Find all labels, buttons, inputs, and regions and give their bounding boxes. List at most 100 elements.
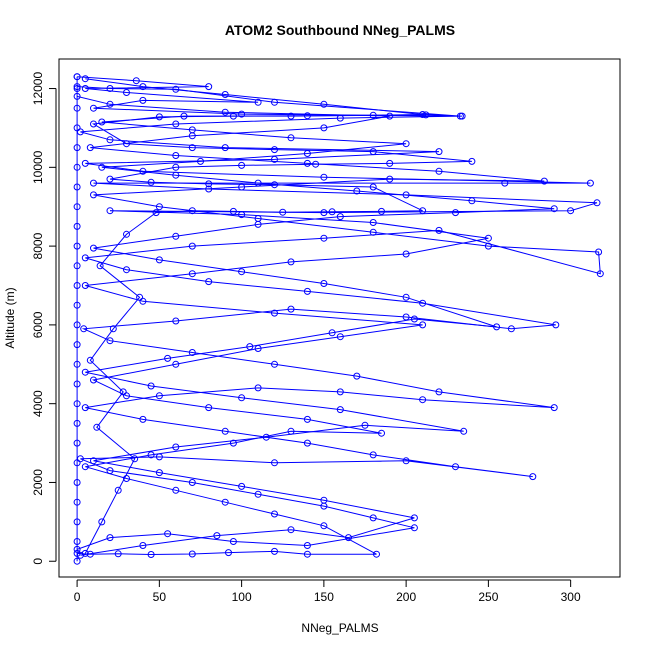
data-point — [81, 75, 89, 83]
data-point — [369, 514, 377, 522]
data-point — [320, 234, 328, 242]
data-point — [139, 415, 147, 423]
data-point — [188, 126, 196, 134]
data-point — [221, 108, 229, 116]
data-point — [303, 550, 311, 558]
data-point — [596, 270, 604, 278]
data-point — [271, 98, 278, 106]
data-point — [254, 98, 262, 106]
data-point — [155, 392, 163, 400]
data-point — [180, 112, 188, 120]
data-point — [213, 532, 221, 540]
data-point — [73, 203, 81, 211]
data-point — [136, 293, 144, 301]
series-line — [77, 86, 472, 554]
data-point — [586, 179, 594, 187]
data-point — [254, 490, 262, 498]
data-point — [279, 208, 287, 216]
data-point — [73, 282, 81, 289]
data-point — [152, 209, 160, 217]
data-point — [119, 388, 127, 396]
data-point — [328, 208, 336, 216]
data-point — [147, 178, 155, 186]
data-point — [336, 388, 344, 396]
data-point — [435, 226, 443, 234]
data-point — [73, 498, 81, 506]
data-point — [246, 343, 254, 351]
data-point — [132, 77, 140, 85]
x-tick-label: 250 — [478, 590, 498, 604]
data-point — [238, 482, 246, 490]
data-point — [73, 557, 81, 565]
data-point — [221, 427, 229, 435]
data-point — [73, 104, 81, 112]
data-point — [254, 384, 262, 392]
data-point — [353, 187, 361, 195]
data-point — [147, 382, 155, 390]
series-4 — [73, 73, 81, 565]
data-point — [320, 280, 328, 287]
data-point — [172, 163, 180, 171]
data-point — [287, 258, 295, 266]
data-point — [567, 207, 575, 215]
data-point — [378, 207, 385, 215]
data-point — [188, 479, 196, 486]
data-point — [452, 463, 459, 471]
data-point — [81, 254, 89, 262]
data-point — [205, 83, 213, 91]
data-point — [73, 538, 81, 545]
data-point — [373, 550, 380, 558]
data-point — [320, 124, 328, 132]
data-point — [73, 459, 81, 467]
data-point — [188, 270, 196, 278]
data-point — [369, 451, 377, 459]
data-point — [73, 380, 81, 388]
data-point — [73, 518, 81, 526]
data-point — [90, 457, 97, 465]
data-point — [320, 209, 328, 217]
series-layer — [73, 73, 604, 565]
data-point — [131, 455, 139, 463]
data-point — [303, 439, 311, 447]
data-point — [271, 459, 278, 467]
data-point — [98, 118, 106, 126]
data-point — [73, 222, 81, 230]
x-tick-label: 150 — [314, 590, 334, 604]
data-point — [155, 453, 163, 461]
data-point — [188, 144, 196, 152]
data-point — [452, 209, 459, 217]
data-point — [106, 534, 114, 542]
data-point — [106, 467, 114, 475]
y-tick-label: 10000 — [31, 150, 45, 184]
data-point — [155, 113, 163, 121]
data-point — [456, 112, 464, 120]
data-point — [123, 89, 130, 96]
data-point — [172, 232, 180, 240]
data-point — [81, 85, 89, 92]
data-point — [369, 148, 377, 156]
data-point — [73, 183, 81, 191]
data-point — [139, 83, 147, 91]
data-point — [303, 159, 311, 167]
data-point — [229, 439, 237, 447]
data-point — [106, 136, 114, 144]
data-point — [172, 360, 180, 368]
plot-area — [58, 58, 621, 578]
data-point — [254, 179, 262, 187]
data-point — [147, 451, 155, 459]
data-point — [81, 463, 89, 471]
data-point — [123, 266, 130, 274]
data-point — [205, 180, 213, 188]
data-point — [238, 110, 246, 118]
data-point — [361, 421, 369, 429]
data-point — [484, 242, 492, 250]
data-point — [73, 439, 81, 447]
data-point — [73, 73, 81, 81]
x-tick-label: 50 — [153, 590, 167, 604]
data-point — [595, 248, 603, 256]
data-point — [123, 140, 130, 148]
data-point — [73, 341, 81, 349]
data-point — [73, 242, 81, 250]
data-point — [312, 160, 320, 168]
data-point — [303, 415, 311, 423]
